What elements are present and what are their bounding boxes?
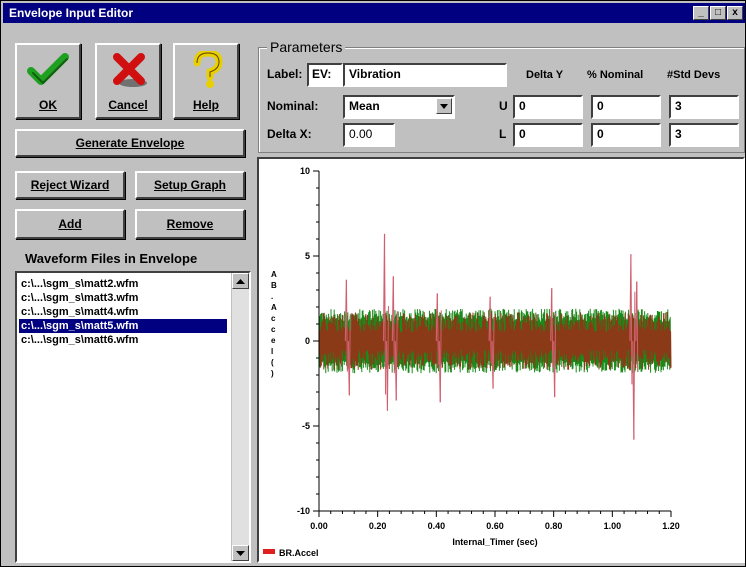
upper-std-devs-input[interactable]: 3 xyxy=(669,95,739,119)
legend-swatch xyxy=(263,549,275,554)
label-label: Label: xyxy=(267,67,303,81)
help-label: Help xyxy=(192,98,219,112)
spike-line xyxy=(439,310,442,403)
nominal-label: Nominal: xyxy=(267,99,319,113)
reject-wizard-label: Reject Wizard xyxy=(30,178,110,192)
window-title: Envelope Input Editor xyxy=(9,6,134,20)
setup-graph-button[interactable]: Setup Graph xyxy=(135,171,245,199)
label-input[interactable]: Vibration xyxy=(343,63,507,87)
maximize-button[interactable]: □ xyxy=(710,6,726,20)
spike-line xyxy=(492,317,495,389)
spike-line xyxy=(551,288,554,368)
x-tick-label: 0.60 xyxy=(486,521,504,531)
delta-x-label: Delta X: xyxy=(267,127,312,141)
lower-label: L xyxy=(499,127,507,141)
x-tick-label: 0.80 xyxy=(545,521,563,531)
lower-delta-y-input[interactable]: 0 xyxy=(513,123,583,147)
generate-envelope-label: Generate Envelope xyxy=(75,136,185,150)
waveform-files-header: Waveform Files in Envelope xyxy=(25,251,198,266)
lower-percent-nominal-input[interactable]: 0 xyxy=(591,123,661,147)
chevron-down-icon[interactable] xyxy=(436,98,452,114)
waveform-files-list[interactable]: c:\...\sgm_s\matt2.wfm c:\...\sgm_s\matt… xyxy=(15,271,251,563)
parameters-title: Parameters xyxy=(267,39,346,55)
minimize-button[interactable]: _ xyxy=(693,6,709,20)
legend-label: BR.Accel xyxy=(279,548,319,558)
std-devs-header: #Std Devs xyxy=(667,69,721,81)
list-item[interactable]: c:\...\sgm_s\matt4.wfm xyxy=(21,306,139,318)
parameters-group xyxy=(258,47,745,153)
red-x-icon xyxy=(97,51,159,89)
lower-std-devs-input[interactable]: 3 xyxy=(669,123,739,147)
list-scrollbar[interactable] xyxy=(231,273,249,561)
list-item[interactable]: c:\...\sgm_s\matt2.wfm xyxy=(21,278,139,290)
delta-x-input[interactable]: 0.00 xyxy=(343,123,395,147)
upper-delta-y-input[interactable]: 0 xyxy=(513,95,583,119)
ok-button[interactable]: OK xyxy=(15,43,81,119)
y-tick-label: -5 xyxy=(302,421,310,431)
y-tick-label: 0 xyxy=(305,336,310,346)
upper-label: U xyxy=(499,99,508,113)
spike-line xyxy=(633,291,636,440)
spike-line xyxy=(636,281,639,371)
x-tick-label: 1.00 xyxy=(604,521,622,531)
x-tick-label: 0.00 xyxy=(310,521,328,531)
x-axis-label: Internal_Timer (sec) xyxy=(452,537,537,547)
list-item[interactable]: c:\...\sgm_s\matt3.wfm xyxy=(21,292,139,304)
setup-graph-label: Setup Graph xyxy=(153,178,226,192)
reject-wizard-button[interactable]: Reject Wizard xyxy=(15,171,125,199)
cancel-label: Cancel xyxy=(108,98,148,112)
spike-line xyxy=(395,311,398,401)
x-tick-label: 0.20 xyxy=(369,521,387,531)
upper-percent-nominal-input[interactable]: 0 xyxy=(591,95,661,119)
spike-line xyxy=(489,296,492,364)
cancel-button[interactable]: Cancel xyxy=(95,43,161,119)
question-mark-icon xyxy=(175,49,237,89)
y-tick-label: 5 xyxy=(305,251,310,261)
help-button[interactable]: Help xyxy=(173,43,239,119)
list-item[interactable]: c:\...\sgm_s\matt6.wfm xyxy=(21,334,139,346)
title-bar: Envelope Input Editor _ □ x xyxy=(3,3,745,23)
percent-nominal-header: % Nominal xyxy=(587,69,644,81)
scroll-up-arrow-icon[interactable] xyxy=(232,273,249,289)
checkmark-icon xyxy=(17,51,79,89)
label-prefix-field[interactable]: EV: xyxy=(307,63,343,87)
spike-line xyxy=(630,254,633,385)
y-tick-label: -10 xyxy=(297,506,310,516)
add-label: Add xyxy=(58,217,82,231)
close-button[interactable]: x xyxy=(727,6,743,20)
spike-line xyxy=(392,276,395,374)
spike-line xyxy=(386,306,389,411)
generate-envelope-button[interactable]: Generate Envelope xyxy=(15,129,245,157)
x-tick-label: 1.20 xyxy=(662,521,680,531)
add-button[interactable]: Add xyxy=(15,209,125,239)
scroll-down-arrow-icon[interactable] xyxy=(232,545,249,561)
nominal-value: Mean xyxy=(349,99,380,113)
spike-line xyxy=(345,279,348,372)
list-item-selected[interactable]: c:\...\sgm_s\matt5.wfm xyxy=(19,319,227,333)
x-tick-label: 0.40 xyxy=(428,521,446,531)
remove-label: Remove xyxy=(166,217,214,231)
delta-y-header: Delta Y xyxy=(526,69,564,81)
y-tick-label: 10 xyxy=(300,166,310,176)
remove-button[interactable]: Remove xyxy=(135,209,245,239)
spike-line xyxy=(554,312,557,398)
spike-line xyxy=(384,233,387,395)
ok-label: OK xyxy=(39,98,57,112)
spike-line xyxy=(348,313,351,396)
nominal-select[interactable]: Mean xyxy=(343,95,455,119)
spike-line xyxy=(436,293,439,365)
